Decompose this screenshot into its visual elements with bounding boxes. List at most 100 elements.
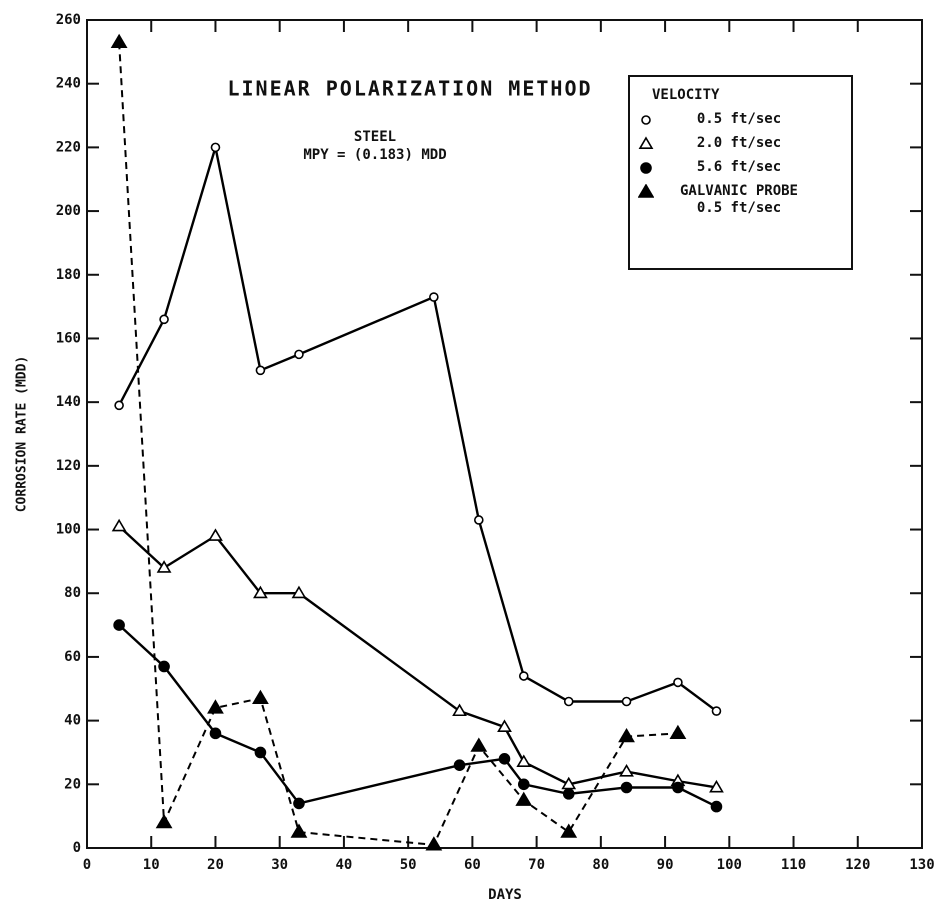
- x-tick-label: 110: [781, 857, 806, 873]
- y-tick-label: 100: [56, 522, 81, 538]
- y-tick-label: 120: [56, 458, 81, 474]
- marker: [640, 162, 652, 174]
- marker: [497, 719, 512, 732]
- marker: [253, 585, 268, 599]
- marker: [517, 778, 530, 791]
- marker: [498, 753, 511, 765]
- x-tick-label: 30: [271, 857, 288, 873]
- x-tick-label: 10: [143, 857, 160, 873]
- legend-label: 5.6 ft/sec: [696, 159, 782, 175]
- marker: [255, 365, 266, 376]
- marker: [619, 763, 634, 777]
- marker: [453, 759, 466, 772]
- marker: [641, 115, 651, 125]
- marker: [207, 699, 224, 714]
- legend-label: 0.5 ft/sec: [696, 111, 782, 127]
- marker: [709, 779, 724, 793]
- x-tick-label: 20: [207, 857, 224, 873]
- x-axis-label: DAYS: [488, 887, 522, 903]
- marker: [638, 184, 654, 198]
- marker: [156, 560, 172, 573]
- marker: [710, 800, 723, 813]
- y-tick-label: 160: [56, 330, 81, 346]
- marker: [290, 823, 308, 838]
- legend-entry: 2.0 ft/sec: [638, 135, 843, 152]
- y-tick-label: 40: [64, 713, 81, 729]
- y-tick-label: 240: [56, 76, 81, 92]
- y-tick-label: 0: [73, 840, 81, 856]
- y-tick-label: 180: [56, 267, 81, 283]
- annotation: MPY = (0.183) MDD: [303, 147, 446, 163]
- x-tick-label: 130: [909, 857, 934, 873]
- marker: [113, 619, 125, 631]
- y-axis-label: CORROSION RATE (MDD): [15, 356, 30, 513]
- marker: [155, 813, 173, 829]
- y-tick-label: 80: [64, 585, 81, 601]
- marker: [158, 660, 170, 673]
- plot-frame: [86, 19, 923, 849]
- x-tick-label: 80: [592, 857, 609, 873]
- marker: [470, 737, 488, 752]
- series-line: [118, 525, 717, 789]
- x-tick-label: 0: [83, 857, 91, 873]
- marker: [711, 706, 722, 716]
- marker: [208, 528, 223, 541]
- marker: [563, 696, 574, 707]
- legend-marker: [641, 115, 651, 125]
- marker: [560, 823, 578, 838]
- marker: [429, 292, 439, 302]
- marker: [114, 400, 124, 411]
- legend-entry: 5.6 ft/sec: [638, 159, 843, 176]
- marker: [673, 677, 683, 688]
- marker: [291, 585, 307, 599]
- marker: [425, 836, 443, 851]
- legend-entry: GALVANIC PROBE 0.5 ft/sec: [638, 183, 843, 217]
- x-tick-label: 60: [464, 857, 481, 873]
- marker: [159, 314, 169, 325]
- x-tick-label: 40: [335, 857, 352, 873]
- legend-marker: [640, 162, 652, 174]
- y-tick-label: 220: [56, 139, 81, 155]
- marker: [518, 671, 529, 681]
- x-tick-label: 120: [845, 857, 870, 873]
- marker: [110, 33, 128, 48]
- legend: VELOCITY 0.5 ft/sec 2.0 ft/sec 5.6 ft/sec G…: [628, 75, 853, 270]
- x-tick-label: 70: [528, 857, 545, 873]
- x-tick-label: 100: [717, 857, 742, 873]
- marker: [638, 136, 654, 149]
- marker: [672, 781, 684, 794]
- marker: [111, 518, 127, 532]
- legend-label: GALVANIC PROBE 0.5 ft/sec: [679, 183, 798, 216]
- legend-label: 2.0 ft/sec: [696, 135, 782, 151]
- marker: [562, 788, 575, 800]
- marker: [516, 754, 532, 768]
- y-tick-label: 260: [56, 12, 81, 28]
- legend-title: VELOCITY: [652, 87, 720, 103]
- marker: [252, 689, 269, 705]
- legend-entry: 0.5 ft/sec: [638, 111, 843, 128]
- marker: [293, 797, 305, 810]
- marker: [618, 727, 635, 743]
- marker: [620, 781, 633, 794]
- marker: [209, 727, 222, 740]
- annotation: STEEL: [354, 129, 396, 145]
- x-tick-label: 50: [400, 857, 417, 873]
- marker: [515, 791, 533, 806]
- marker: [452, 703, 467, 717]
- series-line: [118, 147, 718, 713]
- y-tick-label: 140: [56, 394, 81, 410]
- marker: [621, 696, 632, 707]
- y-tick-label: 60: [64, 649, 81, 665]
- series-line: [118, 624, 717, 808]
- y-tick-label: 20: [64, 776, 81, 792]
- x-tick-label: 90: [657, 857, 674, 873]
- marker: [474, 515, 484, 525]
- title-annotation: LINEAR POLARIZATION METHOD: [227, 77, 592, 101]
- marker: [210, 142, 221, 153]
- legend-marker: [638, 184, 654, 198]
- marker: [294, 349, 304, 360]
- marker: [669, 724, 687, 740]
- legend-marker: [638, 136, 654, 149]
